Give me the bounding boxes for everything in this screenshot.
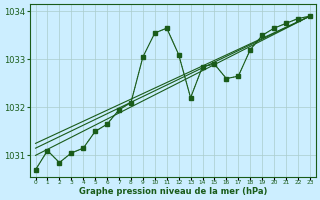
X-axis label: Graphe pression niveau de la mer (hPa): Graphe pression niveau de la mer (hPa) <box>78 187 267 196</box>
